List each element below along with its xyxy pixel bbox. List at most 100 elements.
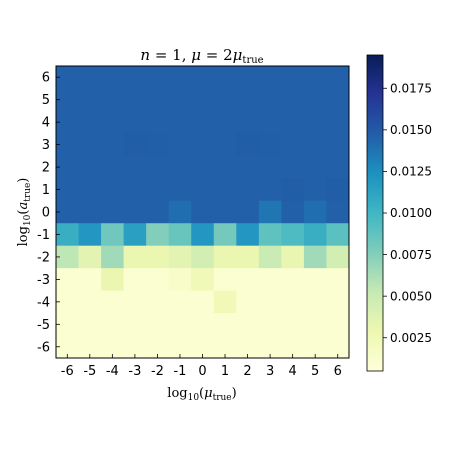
heatmap-cell bbox=[191, 245, 215, 269]
heatmap-cell bbox=[213, 88, 237, 112]
heatmap-cell bbox=[101, 335, 125, 359]
heatmap-cell bbox=[123, 88, 147, 112]
heatmap-cell bbox=[168, 133, 192, 157]
heatmap-cell bbox=[213, 335, 237, 359]
x-tick-label: 0 bbox=[198, 364, 206, 379]
heatmap-cell bbox=[213, 313, 237, 336]
heatmap-cell bbox=[258, 223, 282, 247]
colorbar bbox=[366, 54, 384, 372]
x-tick-label: -4 bbox=[106, 364, 119, 379]
heatmap-cell bbox=[258, 313, 282, 336]
heatmap-cell bbox=[281, 200, 305, 224]
heatmap-cell bbox=[303, 268, 327, 292]
x-tick-label: -3 bbox=[128, 364, 141, 379]
heatmap-cell bbox=[258, 290, 282, 314]
heatmap-cell bbox=[123, 245, 147, 269]
y-tick-label: -2 bbox=[37, 250, 50, 265]
heatmap-cell bbox=[168, 66, 192, 89]
heatmap-cell bbox=[123, 313, 147, 336]
heatmap-cell bbox=[78, 335, 102, 359]
heatmap-cell bbox=[281, 110, 305, 134]
heatmap-cell bbox=[281, 223, 305, 247]
heatmap-cell bbox=[146, 245, 170, 269]
heatmap-cell bbox=[281, 245, 305, 269]
heatmap-cell bbox=[258, 110, 282, 134]
y-tick-label: 3 bbox=[42, 138, 50, 153]
heatmap-cell bbox=[258, 88, 282, 112]
heatmap-cell bbox=[123, 155, 147, 179]
heatmap-cell bbox=[326, 178, 350, 202]
heatmap-cell bbox=[303, 66, 327, 89]
heatmap-cell bbox=[326, 110, 350, 134]
heatmap-cell bbox=[101, 245, 125, 269]
heatmap-cell bbox=[146, 200, 170, 224]
heatmap-cell bbox=[236, 88, 260, 112]
heatmap-cell bbox=[213, 268, 237, 292]
x-tick-label: -2 bbox=[151, 364, 164, 379]
heatmap-cell bbox=[236, 155, 260, 179]
y-tick-label: 1 bbox=[42, 183, 50, 198]
heatmap-cell bbox=[123, 290, 147, 314]
heatmap-cell bbox=[146, 133, 170, 157]
heatmap-cell bbox=[146, 178, 170, 202]
heatmap-cell bbox=[101, 313, 125, 336]
heatmap-cell bbox=[191, 178, 215, 202]
heatmap-cell bbox=[56, 290, 79, 314]
heatmap-cell bbox=[303, 88, 327, 112]
y-tick-label: -6 bbox=[37, 340, 50, 355]
x-tick-label: 5 bbox=[311, 364, 319, 379]
heatmap-cell bbox=[78, 155, 102, 179]
x-tick-label: -5 bbox=[83, 364, 96, 379]
heatmap-cell bbox=[123, 335, 147, 359]
heatmap-cell bbox=[236, 268, 260, 292]
heatmap-cell bbox=[146, 290, 170, 314]
heatmap-cell bbox=[78, 88, 102, 112]
x-tick-label: 3 bbox=[266, 364, 274, 379]
heatmap-cell bbox=[326, 88, 350, 112]
heatmap-cell bbox=[56, 335, 79, 359]
heatmap-cell bbox=[56, 313, 79, 336]
heatmap-cell bbox=[258, 268, 282, 292]
heatmap-cell bbox=[326, 155, 350, 179]
heatmap-cell bbox=[326, 290, 350, 314]
heatmap-cell bbox=[146, 313, 170, 336]
y-tick-label: 6 bbox=[42, 71, 50, 86]
heatmap-cell bbox=[123, 66, 147, 89]
heatmap-cell bbox=[101, 178, 125, 202]
heatmap-cell bbox=[236, 133, 260, 157]
heatmap-cell bbox=[281, 155, 305, 179]
heatmap-cell bbox=[191, 155, 215, 179]
colorbar-tick-label: 0.0100 bbox=[390, 206, 432, 220]
heatmap-cell bbox=[168, 223, 192, 247]
heatmap-cell bbox=[101, 290, 125, 314]
colorbar-tick-label: 0.0050 bbox=[390, 289, 432, 303]
heatmap-cell bbox=[56, 178, 79, 202]
heatmap-cell bbox=[168, 155, 192, 179]
heatmap-cell bbox=[303, 290, 327, 314]
x-axis-label: log10(μtrue) bbox=[167, 386, 236, 403]
heatmap-cell bbox=[236, 313, 260, 336]
heatmap-cell bbox=[78, 66, 102, 89]
y-ticks: 6 5 4 3 2 1 0 -1 -2 -3 -4 -5 -6 bbox=[37, 71, 60, 355]
heatmap-cell bbox=[168, 110, 192, 134]
heatmap-cell bbox=[191, 335, 215, 359]
heatmap-cell bbox=[56, 245, 79, 269]
heatmap-cell bbox=[281, 133, 305, 157]
heatmap-cell bbox=[78, 313, 102, 336]
heatmap-cell bbox=[213, 110, 237, 134]
heatmap-cell bbox=[303, 155, 327, 179]
heatmap-cell bbox=[101, 110, 125, 134]
heatmap-cell bbox=[101, 200, 125, 224]
heatmap-cell bbox=[281, 268, 305, 292]
heatmap-cell bbox=[303, 110, 327, 134]
heatmap-cell bbox=[146, 268, 170, 292]
heatmap-cell bbox=[258, 245, 282, 269]
heatmap-cell bbox=[303, 223, 327, 247]
heatmap-cell bbox=[56, 66, 79, 89]
x-tick-label: 4 bbox=[289, 364, 297, 379]
heatmap-cell bbox=[78, 268, 102, 292]
y-tick-label: -4 bbox=[37, 295, 50, 310]
y-tick-label: -1 bbox=[37, 228, 50, 243]
heatmap-cell bbox=[326, 335, 350, 359]
heatmap-cell bbox=[236, 66, 260, 89]
